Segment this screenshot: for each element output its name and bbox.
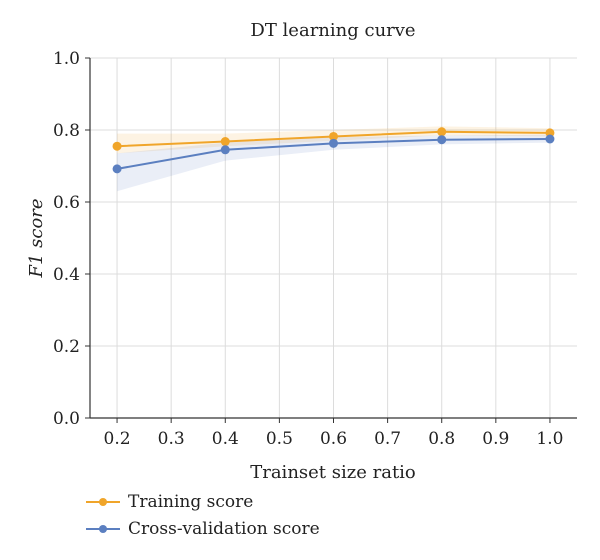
point-training [112, 141, 122, 151]
y-tick-label: 0.2 [53, 337, 80, 357]
legend-label-cross-validation: Cross-validation score [128, 518, 320, 539]
x-tick-label: 0.4 [212, 429, 239, 449]
y-tick-label: 0.0 [53, 409, 80, 429]
point-cross-validation [545, 134, 555, 144]
x-tick-label: 0.3 [158, 429, 185, 449]
x-tick-label: 0.8 [428, 429, 455, 449]
legend-swatch-cross-validation [86, 522, 120, 536]
learning-curve-chart: DT learning curve 0.2 0.3 0.4 0.5 0.6 0.7 0.8 0… [26, 20, 577, 483]
point-cross-validation [437, 135, 447, 145]
y-tick-label: 0.8 [53, 121, 80, 141]
grid [90, 57, 577, 419]
point-cross-validation [329, 138, 338, 148]
axes [85, 57, 577, 423]
x-tick-label: 0.9 [482, 429, 509, 449]
point-cross-validation [112, 164, 122, 174]
chart-title: DT learning curve [250, 20, 415, 41]
point-cross-validation [220, 145, 230, 155]
y-tick-label: 0.4 [53, 265, 80, 285]
y-tick-label: 0.6 [53, 193, 80, 213]
legend: Training score Cross-validation score [86, 488, 320, 542]
x-tick-label: 0.5 [266, 429, 293, 449]
tick-labels: 0.2 0.3 0.4 0.5 0.6 0.7 0.8 0.9 1.0 0.0 0.2 0.4 0.6 0… [53, 49, 564, 449]
point-training [437, 127, 447, 137]
y-axis-label: F1 score [26, 198, 47, 278]
x-tick-label: 1.0 [536, 429, 563, 449]
y-tick-label: 1.0 [53, 49, 80, 69]
x-tick-label: 0.2 [104, 429, 131, 449]
series-points [112, 127, 555, 174]
point-training [329, 131, 338, 141]
legend-label-training: Training score [128, 491, 254, 512]
legend-item-training: Training score [86, 488, 320, 515]
legend-item-cross-validation: Cross-validation score [86, 515, 320, 542]
x-tick-label: 0.6 [320, 429, 347, 449]
legend-swatch-training [86, 495, 120, 509]
x-axis-label: Trainset size ratio [250, 462, 416, 483]
x-tick-label: 0.7 [374, 429, 401, 449]
point-training [220, 137, 230, 147]
